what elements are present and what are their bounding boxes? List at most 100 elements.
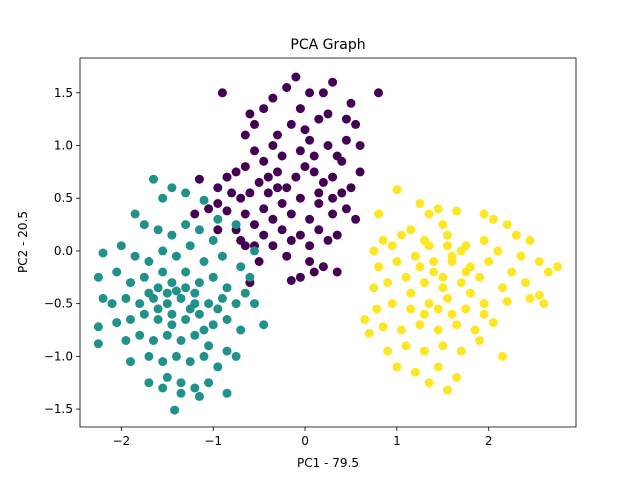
scatter-point — [282, 83, 292, 92]
scatter-point — [295, 146, 305, 156]
scatter-point — [286, 119, 296, 129]
scatter-point — [332, 267, 342, 277]
scatter-point — [236, 193, 246, 203]
scatter-point — [475, 272, 485, 282]
scatter-point — [240, 241, 250, 251]
scatter-point — [539, 299, 549, 309]
scatter-point — [199, 325, 209, 335]
scatter-point — [176, 388, 186, 398]
scatter-point — [153, 304, 163, 314]
scatter-point — [204, 378, 214, 388]
scatter-point — [199, 195, 209, 205]
scatter-point — [116, 241, 126, 251]
scatter-point — [263, 188, 273, 198]
scatter-point — [176, 293, 186, 303]
scatter-point — [204, 299, 214, 309]
scatter-point — [208, 320, 218, 330]
scatter-point — [240, 130, 250, 140]
scatter-point — [498, 351, 507, 361]
scatter-point — [259, 204, 269, 214]
scatter-point — [149, 174, 158, 184]
scatter-point — [442, 230, 452, 240]
plot-frame — [79, 57, 577, 428]
scatter-point — [273, 130, 282, 140]
scatter-point — [355, 167, 365, 177]
scatter-point — [488, 318, 498, 328]
scatter-point — [452, 320, 462, 330]
scatter-point — [217, 293, 227, 303]
scatter-point — [282, 183, 292, 193]
scatter-point — [318, 177, 328, 187]
scatter-point — [144, 378, 154, 388]
scatter-point — [534, 290, 544, 300]
scatter-point — [456, 278, 466, 288]
scatter-point — [475, 336, 485, 345]
scatter-point — [438, 272, 448, 282]
scatter-point — [433, 304, 443, 314]
scatter-point — [456, 246, 466, 256]
y-tick-label: 1.5 — [54, 86, 73, 100]
x-tick-label: 0 — [301, 434, 309, 448]
scatter-point — [263, 172, 273, 182]
scatter-point — [410, 367, 420, 377]
scatter-point — [217, 88, 227, 98]
scatter-point — [442, 385, 452, 395]
y-tick-label: 1.0 — [54, 139, 73, 153]
scatter-point — [337, 156, 347, 166]
scatter-point — [295, 230, 305, 240]
scatter-point — [190, 299, 200, 309]
scatter-point — [328, 172, 338, 182]
scatter-point — [341, 204, 351, 214]
scatter-point — [277, 225, 287, 235]
scatter-point — [502, 220, 512, 230]
scatter-point — [93, 339, 103, 349]
scatter-point — [213, 183, 223, 193]
scatter-point — [130, 251, 140, 261]
scatter-point — [314, 188, 324, 198]
scatter-point — [162, 288, 172, 298]
scatter-point — [277, 199, 287, 208]
scatter-point — [170, 405, 180, 415]
scatter-point — [98, 248, 108, 258]
scatter-point — [323, 141, 333, 150]
scatter-point — [429, 267, 439, 277]
scatter-point — [415, 320, 425, 330]
scatter-point — [328, 209, 338, 219]
scatter-point — [401, 272, 411, 282]
scatter-point — [222, 346, 232, 356]
scatter-point — [259, 104, 269, 114]
scatter-point — [217, 251, 227, 261]
scatter-point — [194, 225, 204, 235]
scatter-point — [318, 262, 328, 272]
scatter-point — [314, 114, 324, 124]
scatter-point — [126, 278, 135, 288]
scatter-point — [222, 388, 232, 398]
x-tick-label: 1 — [393, 434, 401, 448]
scatter-point — [204, 341, 214, 351]
scatter-point — [158, 383, 168, 393]
scatter-point — [93, 322, 103, 332]
scatter-point — [314, 199, 324, 208]
scatter-point — [204, 204, 214, 214]
scatter-point — [181, 315, 191, 324]
scatter-point — [250, 299, 259, 309]
scatter-point — [424, 299, 434, 309]
scatter-point — [479, 299, 489, 309]
scatter-point — [433, 325, 443, 335]
scatter-point — [158, 267, 168, 277]
scatter-point — [383, 346, 393, 356]
scatter-point — [341, 135, 351, 145]
scatter-point — [337, 188, 347, 198]
scatter-point — [525, 235, 535, 245]
scatter-point — [433, 204, 443, 214]
scatter-point — [167, 230, 177, 240]
scatter-point — [162, 299, 172, 309]
scatter-point — [153, 283, 163, 293]
scatter-point — [286, 235, 296, 245]
scatter-point — [227, 188, 237, 198]
scatter-point — [553, 262, 563, 272]
scatter-point — [346, 98, 356, 108]
scatter-point — [479, 235, 489, 245]
scatter-point — [250, 119, 259, 129]
scatter-point — [93, 272, 103, 282]
